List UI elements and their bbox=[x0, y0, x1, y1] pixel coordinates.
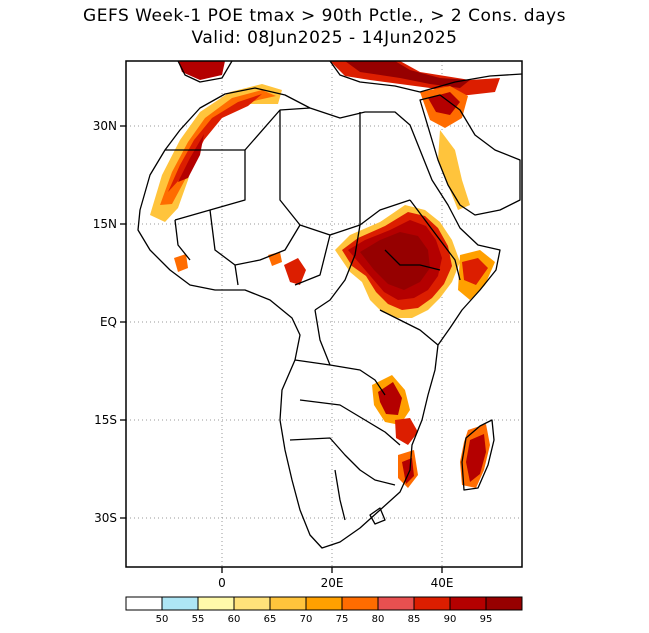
colorbar-label: 80 bbox=[372, 614, 385, 625]
probability-shading bbox=[150, 61, 500, 488]
lon-ticks bbox=[221, 567, 443, 573]
colorbar-swatch bbox=[341, 596, 379, 611]
colorbar-swatch bbox=[197, 596, 235, 611]
colorbar: 50 55 60 65 70 75 80 85 90 95 bbox=[125, 596, 523, 625]
colorbar-swatch bbox=[413, 596, 451, 611]
lat-ticks bbox=[120, 125, 126, 519]
colorbar-label: 60 bbox=[228, 614, 241, 625]
colorbar-swatch bbox=[485, 596, 523, 611]
map-frame bbox=[125, 60, 523, 568]
colorbar-swatch bbox=[377, 596, 415, 611]
lat-label-30n: 30N bbox=[93, 119, 117, 133]
colorbar-label: 95 bbox=[480, 614, 493, 625]
lat-label-15n: 15N bbox=[93, 217, 117, 231]
lat-label-15s: 15S bbox=[94, 413, 117, 427]
lon-label-20e: 20E bbox=[321, 576, 344, 590]
lat-label-30s: 30S bbox=[94, 511, 117, 525]
colorbar-label: 90 bbox=[444, 614, 457, 625]
map-subtitle: Valid: 08Jun2025 - 14Jun2025 bbox=[191, 28, 458, 48]
lon-label-40e: 40E bbox=[431, 576, 454, 590]
colorbar-swatch bbox=[305, 596, 343, 611]
colorbar-swatch bbox=[233, 596, 271, 611]
colorbar-label: 50 bbox=[156, 614, 169, 625]
colorbar-label: 75 bbox=[336, 614, 349, 625]
colorbar-label: 65 bbox=[264, 614, 277, 625]
colorbar-swatch bbox=[269, 596, 307, 611]
colorbar-label: 85 bbox=[408, 614, 421, 625]
coastlines-and-borders bbox=[137, 61, 522, 549]
map-title: GEFS Week-1 POE tmax > 90th Pctle., > 2 … bbox=[83, 6, 566, 26]
colorbar-swatch bbox=[161, 596, 199, 611]
colorbar-swatch bbox=[125, 596, 163, 611]
colorbar-swatch bbox=[449, 596, 487, 611]
colorbar-label: 55 bbox=[192, 614, 205, 625]
lat-label-eq: EQ bbox=[100, 315, 117, 329]
colorbar-label: 70 bbox=[300, 614, 313, 625]
lon-label-0: 0 bbox=[218, 576, 226, 590]
